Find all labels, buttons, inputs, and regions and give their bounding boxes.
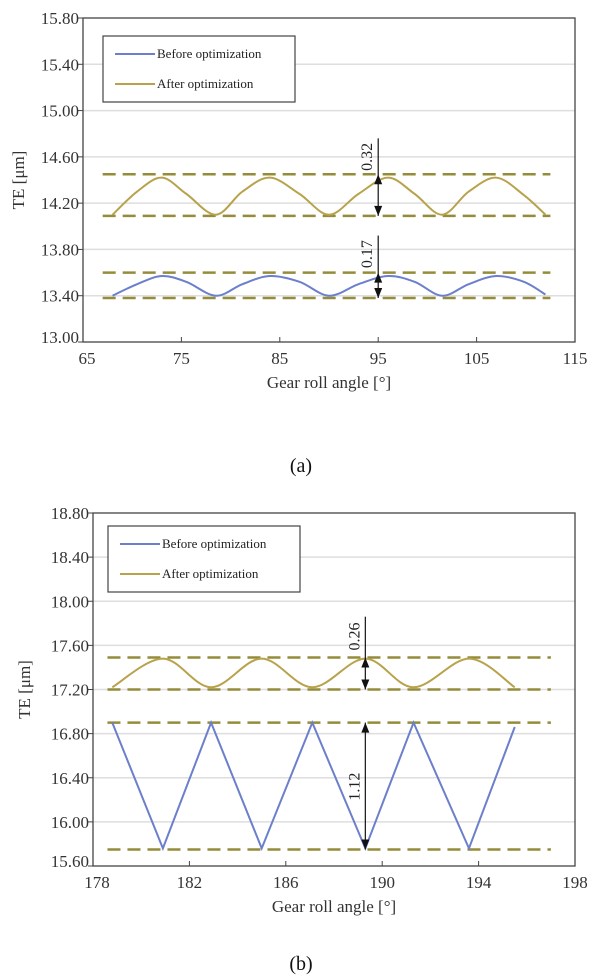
plot-frame [82, 17, 576, 343]
figure-caption: (a) [290, 455, 312, 477]
y-tick-label: 13.40 [41, 287, 79, 306]
x-tick-label: 186 [273, 873, 299, 892]
arrowhead-down-icon [361, 679, 370, 690]
x-tick-label: 75 [173, 349, 190, 368]
series-before-optimization [111, 719, 516, 852]
legend: Before optimization After optimization [102, 35, 296, 103]
y-tick-label: 15.00 [41, 102, 79, 121]
arrowhead-up-icon [361, 722, 370, 733]
y-tick-label: 17.20 [51, 681, 89, 700]
y-tick-label: 18.40 [51, 548, 89, 567]
x-tick-label: 198 [562, 873, 588, 892]
series-before-optimization [112, 275, 547, 297]
y-tick-label: 15.60 [51, 852, 89, 871]
series-after-optimization [111, 657, 516, 689]
x-tick-label: 194 [466, 873, 492, 892]
y-tick-label: 15.80 [41, 9, 79, 28]
x-tick-label: 65 [79, 349, 96, 368]
y-tick-label: 16.40 [51, 769, 89, 788]
y-tick-label: 17.60 [51, 636, 89, 655]
arrowhead-down-icon [374, 288, 383, 299]
y-tick-label: 14.20 [41, 194, 79, 213]
x-tick-label: 95 [370, 349, 387, 368]
arrowhead-up-icon [374, 272, 383, 283]
arrowhead-down-icon [361, 839, 370, 850]
y-axis-label: TE [μm] [9, 151, 28, 210]
dimension-label: 0.17 [359, 240, 376, 268]
legend: Before optimization After optimization [107, 525, 301, 593]
x-axis-label: Gear roll angle [°] [272, 897, 396, 916]
x-tick-label: 190 [369, 873, 395, 892]
plot-frame [92, 512, 576, 867]
x-tick-label: 115 [563, 349, 588, 368]
dimension-label: 1.12 [346, 773, 363, 801]
chart-a: 13.00 13.40 13.80 14.20 14.60 15.00 15.40 15.80… [9, 9, 587, 477]
legend-label: After optimization [162, 566, 259, 581]
arrowhead-up-icon [374, 174, 383, 185]
y-axis-label: TE [μm] [15, 660, 34, 719]
chart-b: 15.60 16.00 16.40 16.80 17.20 17.60 18.00 18.40… [15, 504, 588, 975]
y-tick-label: 16.80 [51, 725, 89, 744]
y-tick-label: 16.00 [51, 813, 89, 832]
x-tick-label: 182 [177, 873, 203, 892]
legend-box [107, 525, 301, 593]
series-after-optimization [111, 176, 547, 216]
legend-label: Before optimization [157, 46, 262, 61]
x-tick-label: 85 [271, 349, 288, 368]
legend-label: After optimization [157, 76, 254, 91]
y-tick-label: 13.80 [41, 240, 79, 259]
dimension-label: 0.26 [346, 623, 363, 651]
y-tick-label: 18.80 [51, 504, 89, 523]
legend-box [102, 35, 296, 103]
x-axis-label: Gear roll angle [°] [267, 373, 391, 392]
y-tick-label: 13.00 [41, 328, 79, 347]
arrowhead-down-icon [374, 205, 383, 216]
dimension-label: 0.32 [359, 143, 376, 171]
y-tick-label: 15.40 [41, 55, 79, 74]
legend-label: Before optimization [162, 536, 267, 551]
x-tick-label: 105 [464, 349, 490, 368]
y-tick-label: 14.60 [41, 148, 79, 167]
x-tick-label: 178 [84, 873, 110, 892]
figure-caption: (b) [289, 953, 312, 975]
arrowhead-up-icon [361, 657, 370, 668]
y-tick-label: 18.00 [51, 592, 89, 611]
